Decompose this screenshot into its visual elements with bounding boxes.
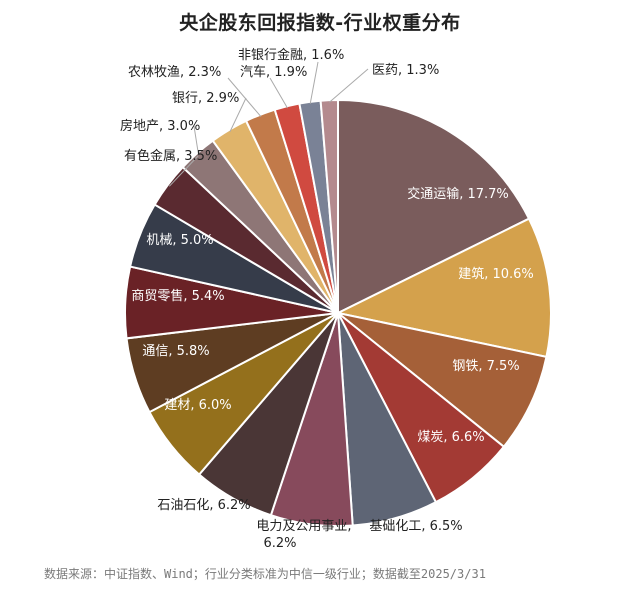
slice-label: 商贸零售, 5.4% bbox=[131, 288, 224, 304]
pie-slice bbox=[334, 217, 552, 359]
pie-slice bbox=[319, 98, 339, 314]
slice-label: 钢铁, 7.5% bbox=[452, 359, 519, 374]
slice-label: 农林牧渔, 2.3% bbox=[128, 65, 221, 80]
slice-labels: 交通运输, 17.7% 建筑, 10.6% 钢铁, 7.5% 煤炭, 6.6% 基础化工… bbox=[120, 47, 534, 551]
leader-line bbox=[227, 77, 262, 117]
slice-label: 通信, 5.8% bbox=[142, 344, 209, 359]
slice-label: 煤炭, 6.6% bbox=[417, 430, 484, 445]
slice-label: 有色金属, 3.5% bbox=[124, 148, 217, 164]
slice-label: 房地产, 3.0% bbox=[120, 118, 200, 134]
slice-label: 汽车, 1.9% bbox=[240, 64, 307, 80]
leader-line bbox=[269, 77, 288, 109]
slice-label: 基础化工, 6.5% bbox=[369, 519, 462, 534]
chart-title: 央企股东回报指数-行业权重分布 bbox=[179, 12, 461, 34]
slice-label-value: 6.2% bbox=[263, 536, 296, 551]
leader-line bbox=[168, 155, 199, 187]
slice-label: 银行, 2.9% bbox=[172, 91, 239, 106]
leader-lines bbox=[168, 61, 369, 187]
leader-line bbox=[193, 125, 199, 155]
slice-label: 电力及公用事业, bbox=[256, 519, 351, 534]
source-note: 数据来源：中证指数、Wind；行业分类标准为中信一级行业；数据截至2025/3/… bbox=[44, 567, 486, 581]
slice-label: 建材, 6.0% bbox=[164, 398, 231, 413]
pie-slice bbox=[337, 312, 548, 449]
leader-line bbox=[229, 97, 247, 132]
slice-label: 机械, 5.0% bbox=[146, 233, 213, 248]
pie-slice bbox=[337, 98, 531, 315]
slice-label: 交通运输, 17.7% bbox=[407, 186, 509, 202]
leader-line bbox=[309, 61, 319, 104]
slice-label: 建筑, 10.6% bbox=[458, 266, 534, 282]
slice-label: 医药, 1.3% bbox=[372, 63, 439, 78]
slice-label: 石油石化, 6.2% bbox=[157, 498, 250, 513]
slice-label: 非银行金融, 1.6% bbox=[238, 47, 344, 63]
leader-line bbox=[329, 68, 369, 103]
pie-slices bbox=[124, 98, 552, 527]
